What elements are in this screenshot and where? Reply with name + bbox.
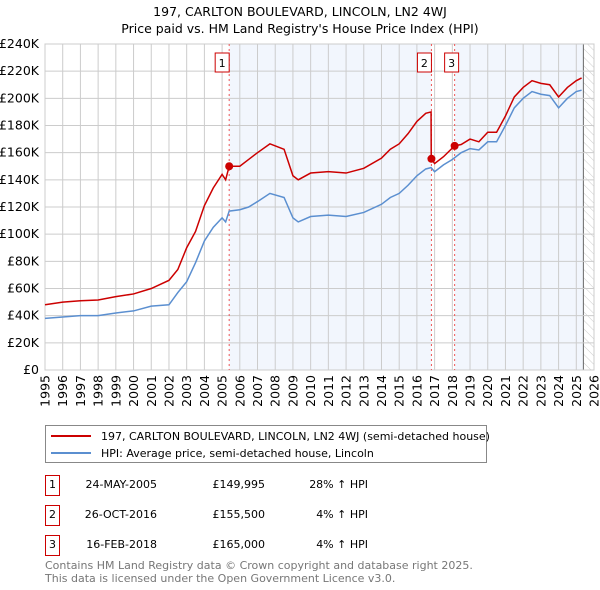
footer: Contains HM Land Registry data © Crown c…	[45, 559, 473, 585]
y-tick-label: £200K	[0, 90, 40, 105]
sale-price: £149,995	[212, 478, 266, 491]
chart-title: 197, CARLTON BOULEVARD, LINCOLN, LN2 4WJ	[153, 4, 447, 19]
x-tick-label: 2018	[445, 375, 460, 407]
sale-number: 1	[45, 475, 60, 496]
x-tick-label: 1995	[38, 375, 53, 407]
sale-marker-number: 2	[421, 57, 428, 70]
x-tick-label: 2001	[144, 375, 159, 407]
x-tick-label: 2009	[285, 375, 300, 407]
y-tick-label: £180K	[0, 118, 40, 133]
x-tick-label: 2021	[498, 375, 513, 407]
legend-item-property: 197, CARLTON BOULEVARD, LINCOLN, LN2 4WJ…	[51, 428, 490, 444]
x-tick-label: 2015	[392, 375, 407, 407]
sale-marker-box	[214, 52, 230, 73]
x-tick-label: 2022	[516, 375, 531, 407]
sale-number: 3	[45, 535, 60, 556]
sale-marker-box	[444, 52, 460, 73]
x-tick-label: 1999	[108, 375, 123, 407]
x-tick-label: 2026	[587, 375, 600, 407]
sale-number: 2	[45, 505, 60, 526]
x-tick-label: 2007	[250, 375, 265, 407]
sale-marker-number: 3	[448, 57, 455, 70]
y-tick-label: £220K	[0, 63, 40, 78]
x-tick-label: 2006	[232, 375, 247, 407]
x-tick-label: 2005	[215, 375, 230, 407]
legend-label: HPI: Average price, semi-detached house,…	[101, 446, 374, 460]
x-tick-label: 2024	[551, 375, 566, 407]
x-tick-label: 2023	[533, 375, 548, 407]
price-chart: 1995 1996 1997 1998 1999 2000 2001 2002 2003 2004…	[0, 36, 600, 407]
y-tick-label: £60K	[7, 281, 40, 296]
x-tick-label: 2011	[321, 375, 336, 407]
legend-swatch	[51, 452, 91, 454]
sale-point	[225, 162, 234, 171]
x-tick-label: 2014	[374, 375, 389, 407]
x-tick-label: 2019	[463, 375, 478, 407]
x-tick-label: 1997	[73, 375, 88, 407]
y-tick-label: £100K	[0, 226, 40, 241]
property-price-line	[44, 77, 582, 306]
x-tick-label: 2000	[126, 375, 141, 407]
sale-marker-number: 1	[219, 57, 226, 70]
x-tick-label: 2012	[339, 375, 354, 407]
sale-row: 2 26-OCT-2016 £155,500 4% ↑ HPI	[45, 505, 445, 526]
legend-label: 197, CARLTON BOULEVARD, LINCOLN, LN2 4WJ…	[101, 429, 490, 443]
legend-item-hpi: HPI: Average price, semi-detached house,…	[51, 445, 374, 461]
x-tick-label: 2013	[356, 375, 371, 407]
y-tick-label: £40K	[7, 308, 40, 323]
x-tick-label: 2017	[427, 375, 442, 407]
y-tick-label: £160K	[0, 145, 40, 160]
y-tick-label: £0	[23, 362, 39, 377]
sale-hpi-diff: 4% ↑ HPI	[316, 538, 368, 551]
x-tick-label: 2025	[569, 375, 584, 407]
sale-row: 3 16-FEB-2018 £165,000 4% ↑ HPI	[45, 535, 445, 556]
legend: 197, CARLTON BOULEVARD, LINCOLN, LN2 4WJ…	[45, 425, 490, 463]
y-tick-label: £140K	[0, 172, 40, 187]
x-tick-label: 2002	[161, 375, 176, 407]
x-tick-label: 2020	[480, 375, 495, 407]
sale-hpi-diff: 28% ↑ HPI	[309, 478, 368, 491]
sale-marker-box	[416, 52, 432, 73]
x-tick-label: 2008	[268, 375, 283, 407]
footer-line: This data is licensed under the Open Gov…	[45, 572, 396, 585]
sale-point	[450, 141, 459, 150]
x-tick-label: 2004	[197, 375, 212, 407]
sale-row: 1 24-MAY-2005 £149,995 28% ↑ HPI	[45, 475, 445, 496]
x-tick-label: 1998	[91, 375, 106, 407]
plot-border	[44, 43, 595, 371]
sale-price: £165,000	[212, 538, 266, 551]
chart-subtitle: Price paid vs. HM Land Registry's House …	[121, 21, 479, 36]
y-tick-label: £20K	[7, 335, 40, 350]
y-tick-label: £120K	[0, 199, 40, 214]
sale-date: 24-MAY-2005	[85, 478, 157, 491]
y-tick-label: £80K	[7, 253, 40, 268]
x-tick-label: 1996	[55, 375, 70, 407]
sale-hpi-diff: 4% ↑ HPI	[316, 508, 368, 521]
x-tick-label: 2016	[409, 375, 424, 407]
sale-date: 16-FEB-2018	[86, 538, 157, 551]
legend-swatch	[51, 435, 91, 437]
footer-line: Contains HM Land Registry data © Crown c…	[45, 559, 473, 572]
x-tick-label: 2010	[303, 375, 318, 407]
sale-date: 26-OCT-2016	[84, 508, 157, 521]
sale-price: £155,500	[212, 508, 266, 521]
y-tick-label: £240K	[0, 36, 40, 51]
x-tick-label: 2003	[179, 375, 194, 407]
hpi-line	[44, 89, 582, 320]
sale-point	[427, 154, 436, 163]
